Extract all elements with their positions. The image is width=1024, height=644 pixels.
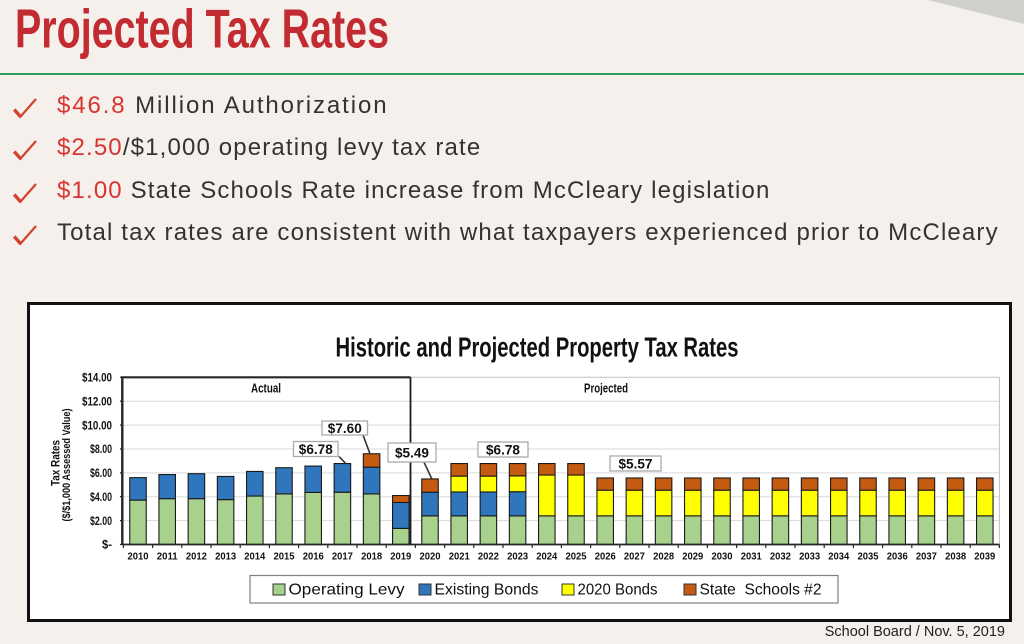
svg-text:2032: 2032 bbox=[770, 551, 791, 563]
svg-text:$12.00: $12.00 bbox=[82, 394, 112, 408]
svg-text:($/$1,000 Assessed Value): ($/$1,000 Assessed Value) bbox=[61, 408, 73, 521]
svg-text:Projected Tax Rates: Projected Tax Rates bbox=[15, 0, 389, 60]
svg-text:$14.00: $14.00 bbox=[82, 371, 112, 385]
svg-text:2031: 2031 bbox=[741, 551, 762, 563]
svg-text:$2.00: $2.00 bbox=[90, 514, 112, 528]
svg-text:2010: 2010 bbox=[128, 551, 149, 563]
svg-text:2038: 2038 bbox=[945, 551, 966, 563]
svg-text:2018: 2018 bbox=[361, 551, 382, 563]
svg-text:$6.00: $6.00 bbox=[90, 466, 112, 480]
svg-text:State Schools #2: State Schools #2 bbox=[700, 582, 822, 599]
svg-text:2026: 2026 bbox=[595, 551, 616, 563]
svg-text:2029: 2029 bbox=[682, 551, 703, 563]
svg-text:Tax Rates: Tax Rates bbox=[49, 440, 63, 486]
svg-text:2019: 2019 bbox=[390, 551, 411, 563]
svg-text:2016: 2016 bbox=[303, 551, 324, 563]
svg-text:$8.00: $8.00 bbox=[90, 442, 112, 456]
svg-text:2035: 2035 bbox=[858, 551, 879, 563]
svg-text:Projected: Projected bbox=[584, 382, 628, 396]
svg-text:$-: $- bbox=[102, 538, 112, 552]
svg-text:Historic and Projected Propert: Historic and Projected Property Tax Rate… bbox=[336, 332, 739, 363]
svg-text:$5.57: $5.57 bbox=[619, 457, 653, 472]
svg-text:$5.49: $5.49 bbox=[395, 446, 429, 461]
svg-text:2037: 2037 bbox=[916, 551, 937, 563]
svg-text:2022: 2022 bbox=[478, 551, 499, 563]
svg-text:2012: 2012 bbox=[186, 551, 207, 563]
svg-text:2034: 2034 bbox=[828, 551, 849, 563]
svg-text:2033: 2033 bbox=[799, 551, 820, 563]
svg-text:Existing Bonds: Existing Bonds bbox=[435, 582, 539, 599]
svg-text:2023: 2023 bbox=[507, 551, 528, 563]
svg-text:2021: 2021 bbox=[449, 551, 470, 563]
svg-text:2013: 2013 bbox=[215, 551, 236, 563]
svg-text:2027: 2027 bbox=[624, 551, 645, 563]
svg-text:$6.78: $6.78 bbox=[299, 442, 333, 457]
svg-text:$7.60: $7.60 bbox=[328, 421, 362, 436]
svg-text:2028: 2028 bbox=[653, 551, 674, 563]
svg-text:2020: 2020 bbox=[420, 551, 441, 563]
svg-text:2030: 2030 bbox=[712, 551, 733, 563]
svg-text:2024: 2024 bbox=[536, 551, 557, 563]
svg-text:Operating Levy: Operating Levy bbox=[289, 582, 405, 599]
svg-text:2015: 2015 bbox=[274, 551, 295, 563]
svg-text:2036: 2036 bbox=[887, 551, 908, 563]
svg-text:2039: 2039 bbox=[974, 551, 995, 563]
svg-text:$6.78: $6.78 bbox=[486, 443, 520, 458]
svg-text:$4.00: $4.00 bbox=[90, 490, 112, 504]
svg-text:2020 Bonds: 2020 Bonds bbox=[578, 582, 658, 599]
svg-text:$10.00: $10.00 bbox=[82, 418, 112, 432]
svg-text:2011: 2011 bbox=[157, 551, 178, 563]
svg-text:Actual: Actual bbox=[251, 382, 281, 396]
svg-text:2014: 2014 bbox=[244, 551, 265, 563]
svg-text:2017: 2017 bbox=[332, 551, 353, 563]
svg-text:2025: 2025 bbox=[566, 551, 587, 563]
